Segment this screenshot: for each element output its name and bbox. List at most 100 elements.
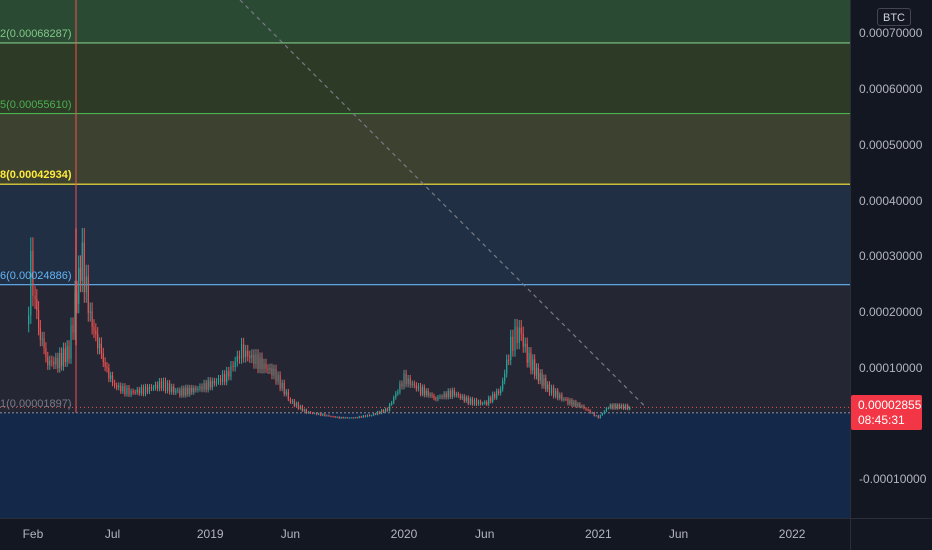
price-tick-label: 0.00060000: [859, 82, 923, 97]
fib-level-label: 5(0.00055610): [0, 98, 72, 111]
candle-body: [110, 375, 112, 379]
candle-body: [506, 359, 508, 374]
candle-body: [550, 387, 553, 394]
chart-canvas[interactable]: [0, 0, 850, 518]
candle-body: [328, 415, 330, 417]
candle-body: [326, 415, 328, 417]
candle-body: [613, 404, 615, 409]
candle-body: [425, 390, 427, 396]
candle-body: [581, 405, 583, 407]
candle-body: [289, 399, 292, 403]
candle-body: [518, 327, 520, 343]
candle-body: [108, 368, 110, 379]
candle-body: [261, 357, 263, 370]
price-tick-label: 0.00050000: [859, 137, 923, 152]
price-tick-label: 0.00070000: [859, 26, 923, 41]
candle-body: [334, 416, 336, 418]
candle-body: [384, 408, 387, 413]
candle-body: [467, 397, 469, 404]
candle-body: [482, 403, 484, 405]
candle-body: [62, 348, 65, 367]
current-price-value: 0.00002855: [858, 398, 922, 413]
candle-body: [70, 325, 72, 359]
candle-body: [490, 397, 492, 402]
price-tick-label: -0.00010000: [859, 472, 927, 486]
candle-body: [158, 381, 161, 389]
candle-body: [473, 399, 476, 405]
candle-body: [124, 386, 126, 395]
price-axis[interactable]: BTC 0.00070000 0.00060000 0.00050000 0.0004…: [850, 0, 932, 518]
candle-body: [83, 242, 85, 293]
candle-body: [587, 409, 589, 411]
candle-body: [318, 413, 320, 415]
chart-area[interactable]: 2(0.00068287) 5(0.00055610) 8(0.00042934) 6…: [0, 0, 850, 518]
candle-body: [313, 413, 316, 415]
candle-body: [502, 380, 504, 389]
candle-body: [175, 390, 177, 393]
candle-body: [226, 371, 228, 382]
candle-body: [199, 386, 201, 389]
currency-badge[interactable]: BTC: [877, 8, 911, 26]
candle-body: [154, 384, 157, 388]
candle-body: [455, 394, 457, 396]
candle-body: [51, 360, 53, 362]
candle-body: [211, 381, 213, 388]
candle-body: [116, 385, 118, 388]
candle-body: [528, 352, 530, 363]
candle-body: [169, 383, 171, 393]
fib-level-label: 6(0.00024886): [0, 269, 72, 282]
candle-body: [407, 378, 409, 385]
candle-body: [64, 348, 66, 363]
candle-body: [164, 380, 167, 391]
candle-body: [567, 399, 569, 404]
candle-body: [393, 397, 395, 403]
candle-body: [377, 411, 379, 415]
candle-body: [375, 413, 377, 415]
candle-body: [336, 416, 338, 418]
candle-body: [475, 399, 478, 405]
candle-body: [362, 415, 365, 418]
candle-body: [309, 411, 312, 414]
candle-body: [522, 333, 524, 347]
candle-body: [453, 390, 455, 396]
candle-body: [74, 291, 76, 333]
time-tick-label: 2020: [390, 527, 418, 541]
candle-body: [380, 410, 383, 414]
candle-body: [173, 386, 175, 393]
candle-body: [243, 344, 245, 358]
candle-body: [111, 375, 114, 383]
candle-body: [91, 311, 93, 327]
candle-body: [120, 385, 122, 392]
time-tick-label: Jul: [104, 527, 121, 541]
candle-body: [348, 417, 350, 419]
candle-body: [354, 417, 356, 419]
time-tick-label: 2019: [196, 527, 224, 541]
candle-body: [340, 417, 342, 419]
candle-body: [512, 336, 514, 351]
candle-body: [445, 393, 447, 398]
candle-body: [47, 357, 49, 366]
candle-body: [28, 315, 30, 325]
candle-body: [265, 363, 267, 369]
candle-body: [295, 403, 297, 406]
price-tick-label: 0.00020000: [859, 304, 923, 319]
fib-level-label: 1(0.00001897): [0, 397, 72, 410]
candle-body: [516, 326, 518, 343]
candle-body: [87, 276, 89, 313]
candle-body: [267, 368, 269, 370]
candle-body: [81, 242, 83, 281]
candle-body: [397, 391, 399, 394]
time-tick-label: 2022: [778, 527, 806, 541]
candle-body: [585, 408, 587, 410]
candle-body: [555, 390, 557, 397]
price-tick-label: 0.00030000: [859, 249, 923, 264]
candle-body: [144, 386, 147, 394]
candle-body: [629, 407, 631, 410]
candle-body: [563, 398, 565, 400]
candle-body: [459, 395, 461, 398]
candle-body: [368, 414, 371, 416]
candle-body: [219, 378, 222, 382]
candle-body: [358, 416, 360, 418]
time-axis[interactable]: Feb Jul 2019 Jun 2020 Jun 2021 Jun 2022: [0, 518, 850, 550]
candle-body: [187, 387, 189, 395]
